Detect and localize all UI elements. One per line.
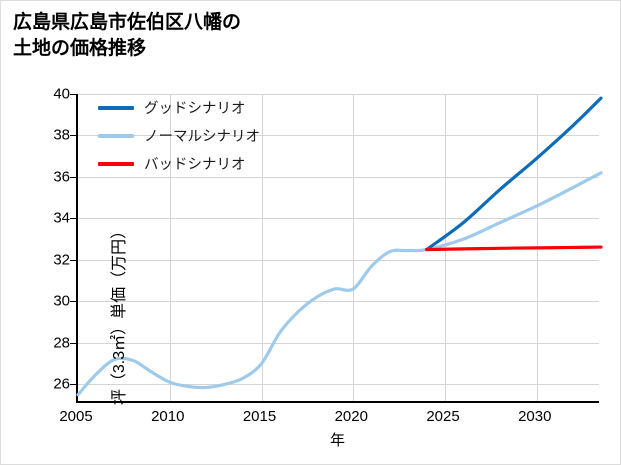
legend-item-label: バッドシナリオ — [144, 157, 246, 173]
y-tick-mark — [70, 218, 76, 220]
y-tick-mark — [70, 176, 76, 178]
gridline-vertical — [445, 94, 447, 401]
legend-item[interactable]: グッドシナリオ — [98, 99, 260, 117]
y-axis-tick-labels: 26 28 30 32 34 36 38 40 — [31, 86, 76, 403]
series-layer — [76, 96, 603, 397]
y-tick-label: 26 — [53, 375, 70, 393]
series-line — [76, 171, 603, 397]
y-tick-label: 34 — [53, 209, 70, 227]
y-tick-label: 36 — [53, 168, 70, 186]
plot-frame: 坪（3.3㎡）単価（万円） — [76, 94, 603, 405]
y-tick-mark — [70, 301, 76, 303]
legend-item-label: ノーマルシナリオ — [144, 129, 260, 145]
gridline-horizontal — [78, 94, 599, 95]
legend: グッドシナリオ ノーマルシナリオ バッドシナリオ — [98, 92, 260, 173]
series-line — [425, 245, 603, 252]
x-tick-label: 2010 — [151, 408, 185, 425]
legend-color-swatch — [98, 105, 134, 110]
gridline-horizontal — [78, 176, 599, 178]
gridline-horizontal — [78, 135, 599, 137]
plot-area — [76, 94, 603, 401]
y-tick-mark — [70, 342, 76, 344]
page-title: 広島県広島市佐伯区八幡の 土地の価格推移 — [13, 12, 242, 59]
gridline-vertical — [353, 94, 355, 401]
x-axis-title: 年 — [329, 432, 345, 449]
legend-item[interactable]: バッドシナリオ — [98, 155, 260, 173]
x-tick-label: 2005 — [59, 408, 93, 425]
y-axis-title: 坪（3.3㎡）単価（万円） — [111, 222, 128, 406]
legend-color-swatch — [98, 133, 134, 138]
y-tick-label: 32 — [53, 251, 70, 269]
y-tick-label: 38 — [53, 126, 70, 144]
y-tick-mark — [70, 135, 76, 137]
y-tick-mark — [70, 259, 76, 261]
y-tick-mark — [70, 94, 76, 95]
gridline-horizontal — [78, 342, 599, 344]
legend-item[interactable]: ノーマルシナリオ — [98, 127, 260, 145]
x-axis-tick-labels: 2005 2010 2015 2020 2025 2030 — [59, 408, 599, 430]
gridline-horizontal — [78, 384, 599, 386]
x-tick-label: 2015 — [242, 408, 277, 425]
gridline-horizontal — [78, 301, 599, 303]
y-tick-mark — [70, 384, 76, 386]
gridline-horizontal — [78, 218, 599, 220]
gridline-horizontal — [78, 259, 599, 261]
x-tick-label: 2025 — [426, 408, 460, 425]
x-tick-label: 2020 — [334, 408, 368, 425]
legend-color-swatch — [98, 161, 134, 166]
legend-item-label: グッドシナリオ — [144, 101, 246, 117]
x-tick-label: 2030 — [518, 408, 552, 425]
gridline-vertical — [261, 94, 263, 401]
gridline-vertical — [169, 94, 171, 401]
series-line — [425, 96, 603, 252]
y-tick-label: 30 — [53, 292, 70, 310]
y-tick-label: 28 — [53, 334, 70, 352]
y-tick-label: 40 — [53, 85, 70, 103]
